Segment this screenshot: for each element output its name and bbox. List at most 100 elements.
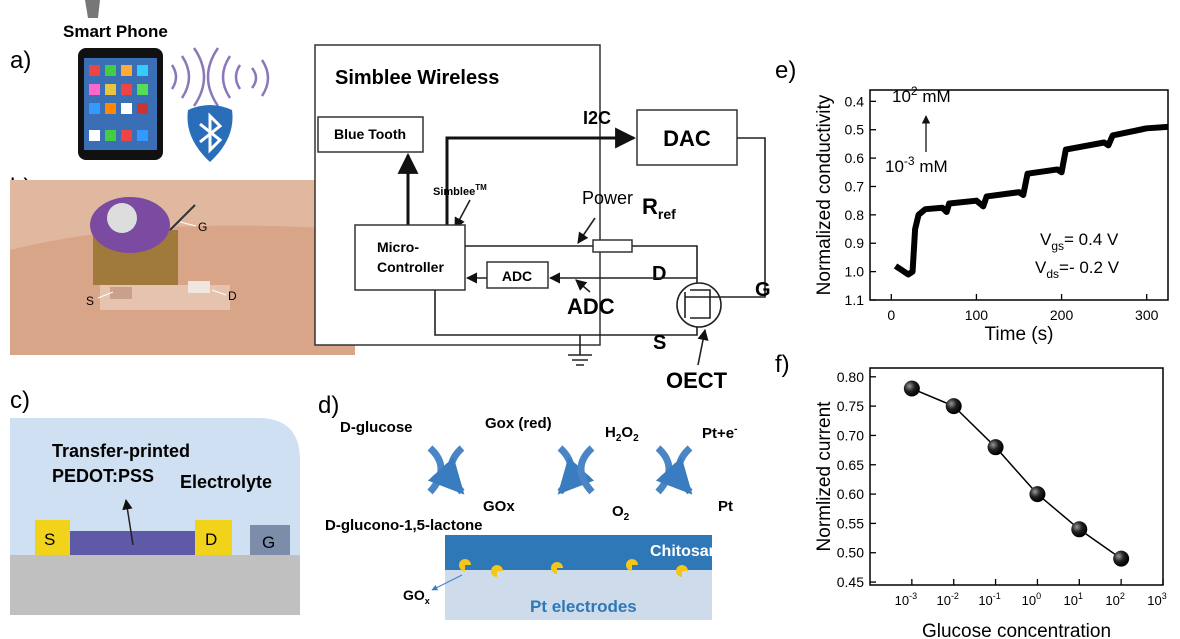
- waves: [172, 48, 268, 106]
- phone-top: [85, 0, 100, 18]
- reaction-label: H2O2: [605, 424, 639, 444]
- pt-e: Pt+e: [702, 425, 734, 442]
- gox: GO: [403, 587, 425, 603]
- circuit-title: Simblee Wireless: [335, 67, 499, 89]
- y-tick-label: 0.5: [845, 122, 865, 138]
- wire: [698, 330, 705, 365]
- reaction-label: Pt: [718, 498, 733, 515]
- box: [355, 225, 465, 290]
- reaction-label: O2: [612, 503, 630, 523]
- y-tick-label: 1.0: [845, 264, 865, 280]
- icons: [137, 65, 148, 76]
- device-text: Electrolyte: [180, 472, 272, 492]
- x-tick-label: 200: [1050, 307, 1074, 323]
- panel-label: a): [10, 47, 31, 74]
- tick-exponent: -2: [951, 591, 959, 601]
- tick-base: 10: [978, 593, 992, 608]
- y-tick-label: 0.9: [845, 235, 865, 251]
- tick-base: 10: [1064, 593, 1078, 608]
- x-tick-label: 300: [1135, 307, 1159, 323]
- tick-exponent: 0: [1036, 591, 1041, 601]
- reaction-label: D-glucose: [340, 419, 413, 436]
- tick-base: 10: [895, 593, 909, 608]
- photo-label: G: [198, 220, 207, 234]
- icons: [105, 84, 116, 95]
- sub: 2: [624, 512, 630, 523]
- x-tick-label: 100: [965, 307, 989, 323]
- tick-exponent: 3: [1162, 591, 1167, 601]
- tick-base: 10: [936, 593, 950, 608]
- waves: [252, 68, 256, 88]
- x-tick-label: 10-2: [936, 591, 958, 608]
- cycle-arrows: [581, 448, 592, 492]
- waves: [262, 60, 268, 96]
- annotation-rest: mM: [918, 87, 951, 106]
- circuit-label: S: [653, 332, 666, 354]
- annotation-base: V: [1035, 258, 1047, 277]
- terminal-label: S: [44, 530, 55, 549]
- waves: [236, 65, 240, 89]
- y-tick-label: 0.8: [845, 207, 865, 223]
- x-tick-label: 102: [1105, 591, 1124, 608]
- icons: [137, 103, 148, 114]
- coin: [107, 203, 137, 233]
- photo-label: D: [228, 289, 237, 303]
- tick-exponent: 2: [1120, 591, 1125, 601]
- marker: [904, 381, 920, 397]
- annotation-base: 10: [892, 87, 911, 106]
- annotation-rest: mM: [915, 157, 948, 176]
- reaction-label: GOx: [483, 498, 515, 515]
- device-text: Transfer-printed: [52, 441, 190, 461]
- tick-base: 10: [1147, 593, 1161, 608]
- icons: [89, 84, 100, 95]
- circuit-label: Blue Tooth: [334, 126, 406, 142]
- x-axis-label: Time (s): [985, 324, 1054, 345]
- circuit-label: Micro-: [377, 239, 419, 255]
- circuit-label: Rref: [642, 194, 676, 222]
- resistor: R: [642, 194, 658, 219]
- cycle-arrows: [679, 448, 690, 492]
- y-tick-label: 0.80: [837, 369, 864, 385]
- sub: 2: [633, 433, 639, 444]
- cycle-arrows: [560, 448, 571, 492]
- box: [593, 240, 632, 252]
- layer-label: Chitosan: [650, 543, 718, 560]
- annotation-sub: ds: [1046, 267, 1059, 281]
- circuit-label: ADC: [567, 294, 615, 319]
- icons: [121, 65, 132, 76]
- icons: [121, 84, 132, 95]
- tick-exponent: -3: [909, 591, 917, 601]
- circuit-label: ADC: [502, 268, 532, 284]
- tick-base: 10: [1105, 593, 1119, 608]
- data-line: [896, 127, 1168, 275]
- waves: [208, 48, 218, 106]
- x-axis-label: Glucose concentration: [922, 621, 1111, 639]
- cycle-arrows: [658, 448, 669, 492]
- panel-label: e): [775, 57, 796, 84]
- panel-label: d): [318, 392, 339, 419]
- h: H: [605, 424, 616, 441]
- icons: [105, 130, 116, 141]
- cycle-arrows: [451, 448, 462, 492]
- y-tick-label: 1.1: [845, 292, 865, 308]
- waves: [172, 65, 176, 89]
- resistor-sub: ref: [658, 206, 676, 222]
- waves: [182, 56, 189, 98]
- circuit-label: D: [652, 263, 666, 285]
- terminal-label: G: [262, 533, 275, 552]
- layer-label: Pt electrodes: [530, 597, 637, 616]
- sub: x: [425, 596, 430, 606]
- figure: a) b) c) d) e) f) Smart Phone G S D Tran…: [0, 0, 1180, 639]
- chip-sup: TM: [475, 183, 487, 192]
- photo-label: S: [86, 294, 94, 308]
- circuit-label: I2C: [583, 108, 611, 128]
- marker: [1071, 521, 1087, 537]
- icons: [89, 103, 100, 114]
- y-tick-label: 0.60: [837, 486, 864, 502]
- icons: [121, 130, 132, 141]
- cycle-arrows: [430, 448, 690, 492]
- reaction-label: Pt+e-: [702, 424, 737, 442]
- y-tick-label: 0.4: [845, 93, 865, 109]
- substrate: [10, 555, 300, 615]
- icons: [89, 130, 100, 141]
